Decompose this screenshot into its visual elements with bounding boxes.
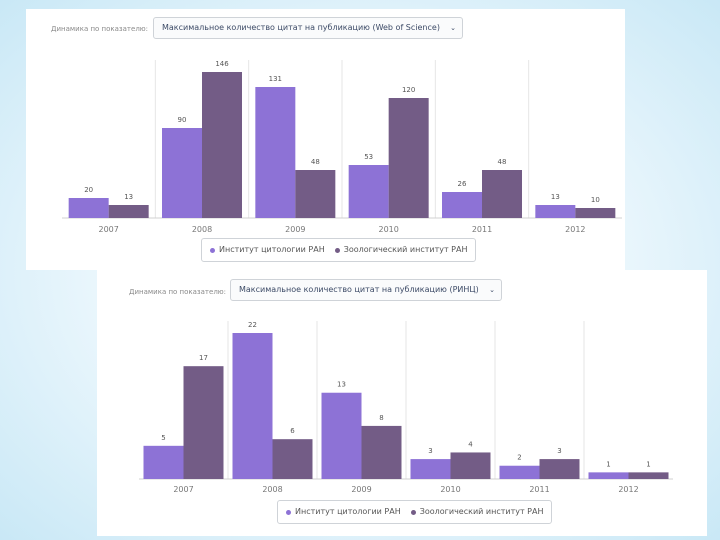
x-tick-label: 2008 xyxy=(262,485,282,494)
legend-label: Зоологический институт РАН xyxy=(419,507,544,516)
data-label: 146 xyxy=(215,60,229,68)
bar xyxy=(295,170,336,218)
bar xyxy=(183,366,224,479)
indicator-select[interactable]: Максимальное количество цитат на публика… xyxy=(230,279,502,301)
data-label: 4 xyxy=(468,440,473,448)
bar xyxy=(388,98,429,218)
indicator-select[interactable]: Максимальное количество цитат на публика… xyxy=(153,17,463,39)
legend-label: Зоологический институт РАН xyxy=(343,245,468,254)
bar xyxy=(272,439,313,479)
data-label: 13 xyxy=(124,193,133,201)
data-label: 3 xyxy=(428,447,432,455)
data-label: 5 xyxy=(161,434,165,442)
x-tick-label: 2010 xyxy=(378,225,398,234)
data-label: 6 xyxy=(290,427,295,435)
legend-dot-icon xyxy=(286,509,291,515)
data-label: 10 xyxy=(591,196,600,204)
legend-item-series-2[interactable]: Зоологический институт РАН xyxy=(410,501,544,523)
legend-label: Институт цитологии РАН xyxy=(295,507,401,516)
data-label: 13 xyxy=(551,193,560,201)
bar xyxy=(588,472,629,479)
data-label: 48 xyxy=(498,158,507,166)
bar xyxy=(108,205,149,218)
bar xyxy=(628,472,669,479)
legend-item-series-2[interactable]: Зоологический институт РАН xyxy=(334,239,468,261)
legend-dot-icon xyxy=(334,247,340,253)
x-tick-label: 2011 xyxy=(529,485,549,494)
indicator-select-value: Максимальное количество цитат на публика… xyxy=(239,285,479,294)
x-tick-label: 2007 xyxy=(98,225,118,234)
data-label: 53 xyxy=(364,153,373,161)
x-tick-label: 2009 xyxy=(285,225,305,234)
bar xyxy=(575,208,616,218)
data-label: 90 xyxy=(178,116,187,124)
data-label: 1 xyxy=(606,460,610,468)
data-label: 8 xyxy=(379,414,383,422)
data-label: 1 xyxy=(646,460,650,468)
legend-item-series-1[interactable]: Институт цитологии РАН xyxy=(286,501,401,523)
bar xyxy=(202,72,242,218)
data-label: 13 xyxy=(337,381,346,389)
bar-chart-rinc: 5 17 2007 22 6 2008 13 8 2009 3 4 2010 2 3 2011 1 1 2012 xyxy=(139,321,673,494)
x-tick-label: 2008 xyxy=(192,225,212,234)
data-label: 131 xyxy=(269,75,282,83)
bar xyxy=(410,459,451,479)
x-tick-label: 2012 xyxy=(565,225,585,234)
data-label: 22 xyxy=(248,321,257,329)
chart-panel-rinc: Динамика по показателю: Максимальное кол… xyxy=(97,270,707,536)
param-label: Динамика по показателю: xyxy=(51,25,149,33)
data-label: 120 xyxy=(402,86,415,94)
bar xyxy=(321,392,362,479)
bar xyxy=(482,170,522,218)
indicator-select-value: Максимальное количество цитат на публика… xyxy=(162,23,440,32)
bar xyxy=(348,165,389,218)
bar xyxy=(442,192,482,218)
chart-legend: Институт цитологии РАН Зоологический инс… xyxy=(277,500,553,524)
bar xyxy=(499,465,540,479)
bar xyxy=(68,198,109,218)
legend-dot-icon xyxy=(210,247,215,253)
bar xyxy=(361,425,402,479)
chart-legend: Институт цитологии РАН Зоологический инс… xyxy=(201,238,477,262)
data-label: 48 xyxy=(311,158,320,166)
legend-item-series-1[interactable]: Институт цитологии РАН xyxy=(210,239,325,261)
bar-chart-wos: 20 13 2007 90 146 2008 131 48 2009 53 120 2010 26 48 2… xyxy=(62,60,622,234)
x-tick-label: 2009 xyxy=(351,485,371,494)
bar xyxy=(232,333,273,479)
bar xyxy=(162,128,202,218)
chevron-down-icon: ⌄ xyxy=(450,24,456,32)
data-label: 3 xyxy=(557,447,561,455)
legend-dot-icon xyxy=(410,509,416,515)
param-label: Динамика по показателю: xyxy=(129,288,227,296)
chevron-down-icon: ⌄ xyxy=(489,286,495,294)
x-tick-label: 2011 xyxy=(472,225,492,234)
chart-panel-wos: Динамика по показателю: Максимальное кол… xyxy=(26,9,625,270)
legend-label: Институт цитологии РАН xyxy=(219,245,325,254)
bar xyxy=(255,87,296,218)
bar xyxy=(539,459,580,479)
x-tick-label: 2007 xyxy=(173,485,193,494)
bar xyxy=(450,452,491,479)
bar xyxy=(535,205,576,218)
bar xyxy=(143,445,184,479)
data-label: 17 xyxy=(199,354,208,362)
data-label: 20 xyxy=(84,186,93,194)
x-tick-label: 2012 xyxy=(618,485,638,494)
data-label: 26 xyxy=(458,180,467,188)
x-tick-label: 2010 xyxy=(440,485,460,494)
data-label: 2 xyxy=(517,454,521,462)
